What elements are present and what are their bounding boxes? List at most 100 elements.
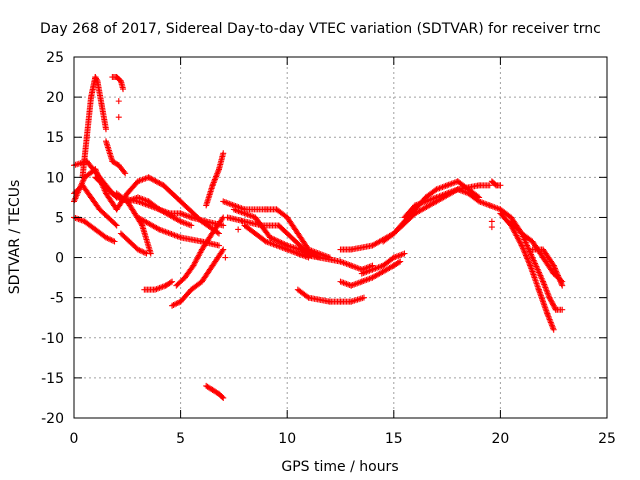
x-tick-label: 10 bbox=[278, 431, 296, 447]
data-points-segment bbox=[546, 294, 559, 313]
y-tick-label: 20 bbox=[46, 90, 64, 106]
data-points-segment bbox=[139, 222, 154, 257]
data-points-segment bbox=[518, 242, 534, 269]
data-points-segment bbox=[124, 178, 141, 197]
series-arc-6 bbox=[102, 138, 129, 177]
data-points-segment bbox=[156, 226, 184, 241]
series-arc-3 bbox=[71, 182, 120, 229]
data-points-segment bbox=[540, 254, 557, 277]
data-points-segment bbox=[465, 186, 483, 201]
data-points-segment bbox=[177, 218, 195, 229]
data-points-segment bbox=[369, 262, 397, 281]
data-points-segment bbox=[552, 306, 566, 313]
data-points-segment bbox=[518, 230, 536, 261]
data-points-segment bbox=[79, 134, 90, 181]
x-axis-label: GPS time / hours bbox=[281, 459, 398, 475]
data-points-segment bbox=[497, 210, 515, 229]
grid-lines bbox=[74, 57, 607, 418]
data-points-segment bbox=[177, 234, 205, 245]
series-outliers bbox=[115, 98, 495, 261]
y-tick-label: 0 bbox=[55, 251, 64, 267]
axis-ticks bbox=[73, 56, 608, 419]
series-arc-23 bbox=[337, 258, 404, 289]
x-tick-label: 25 bbox=[598, 431, 616, 447]
data-points-segment bbox=[134, 198, 163, 213]
data-points-segment bbox=[211, 214, 227, 233]
data-points-segment bbox=[294, 230, 312, 253]
data-points-segment bbox=[550, 262, 566, 289]
data-points-segment bbox=[544, 310, 557, 333]
series-arc-19 bbox=[230, 206, 316, 257]
data-points-segment bbox=[390, 258, 404, 269]
y-tick-label: -15 bbox=[41, 371, 64, 387]
series-arc-14 bbox=[173, 214, 227, 289]
series-arc-28 bbox=[488, 178, 504, 189]
series-arc-5 bbox=[79, 74, 109, 181]
data-points-segment bbox=[358, 262, 376, 273]
x-tick-label: 20 bbox=[491, 431, 509, 447]
data-points-segment bbox=[241, 222, 269, 245]
data-points-segment bbox=[215, 390, 227, 401]
data-points-segment bbox=[94, 78, 105, 109]
y-axis-label: SDTVAR / TECUs bbox=[7, 180, 23, 295]
data-points-segment bbox=[160, 182, 184, 205]
data-points-segment bbox=[493, 182, 504, 189]
series-arc-27 bbox=[401, 186, 493, 221]
data-points-segment bbox=[230, 206, 259, 221]
y-tick-label: -20 bbox=[41, 411, 64, 427]
data-point bbox=[115, 98, 122, 105]
data-points-segment bbox=[412, 198, 440, 217]
data-points-segment bbox=[98, 102, 109, 133]
data-points-segment bbox=[92, 174, 120, 201]
y-tick-label: -10 bbox=[41, 331, 64, 347]
data-points-segment bbox=[348, 294, 367, 305]
data-points-segment bbox=[476, 182, 493, 189]
series-arc-4 bbox=[71, 214, 118, 245]
y-tick-labels: 25 20 15 10 5 0 -5 -10 -15 -20 bbox=[41, 50, 64, 427]
data-points-segment bbox=[215, 150, 227, 173]
series-arc-21 bbox=[294, 250, 376, 273]
series-arc-32 bbox=[529, 246, 566, 289]
data-points-segment bbox=[134, 246, 150, 257]
data-points-segment bbox=[162, 278, 176, 289]
data-points-segment bbox=[540, 278, 553, 301]
x-tick-label: 15 bbox=[385, 431, 403, 447]
series-arc-26 bbox=[380, 178, 483, 245]
data-points-segment bbox=[115, 162, 129, 177]
data-points-segment bbox=[181, 262, 197, 281]
data-points-segment bbox=[540, 246, 557, 269]
data-points-segment bbox=[220, 198, 248, 213]
series-arc-12 bbox=[141, 278, 176, 293]
data-points-segment bbox=[390, 250, 408, 261]
chart-title: Day 268 of 2017, Sidereal Day-to-day VTE… bbox=[40, 21, 601, 37]
data-points-segment bbox=[401, 206, 419, 225]
plot-frame bbox=[73, 56, 608, 419]
data-points-segment bbox=[401, 202, 419, 221]
data-points-segment bbox=[262, 238, 291, 253]
y-tick-label: 15 bbox=[46, 130, 64, 146]
data-points-segment bbox=[209, 246, 227, 269]
series-arc-13 bbox=[169, 246, 227, 309]
x-tick-label: 5 bbox=[176, 431, 185, 447]
data-points-segment bbox=[203, 182, 216, 209]
series-arc-16 bbox=[203, 382, 227, 401]
y-tick-label: 5 bbox=[55, 210, 64, 226]
y-tick-label: 10 bbox=[46, 170, 64, 186]
data-points-segment bbox=[508, 222, 525, 249]
data-point bbox=[488, 218, 495, 225]
data-points-segment bbox=[508, 218, 525, 237]
data-points bbox=[71, 74, 566, 401]
series-arc-30 bbox=[497, 210, 557, 333]
data-points-segment bbox=[267, 234, 291, 249]
data-points-segment bbox=[177, 286, 195, 305]
data-points-segment bbox=[190, 246, 205, 269]
data-points-segment bbox=[102, 234, 118, 245]
data-point bbox=[488, 224, 495, 231]
data-points-segment bbox=[252, 214, 274, 241]
data-points-segment bbox=[284, 214, 301, 237]
data-points-segment bbox=[134, 214, 163, 233]
x-tick-label: 0 bbox=[70, 431, 79, 447]
data-points-segment bbox=[145, 174, 167, 189]
y-tick-label: -5 bbox=[50, 291, 64, 307]
